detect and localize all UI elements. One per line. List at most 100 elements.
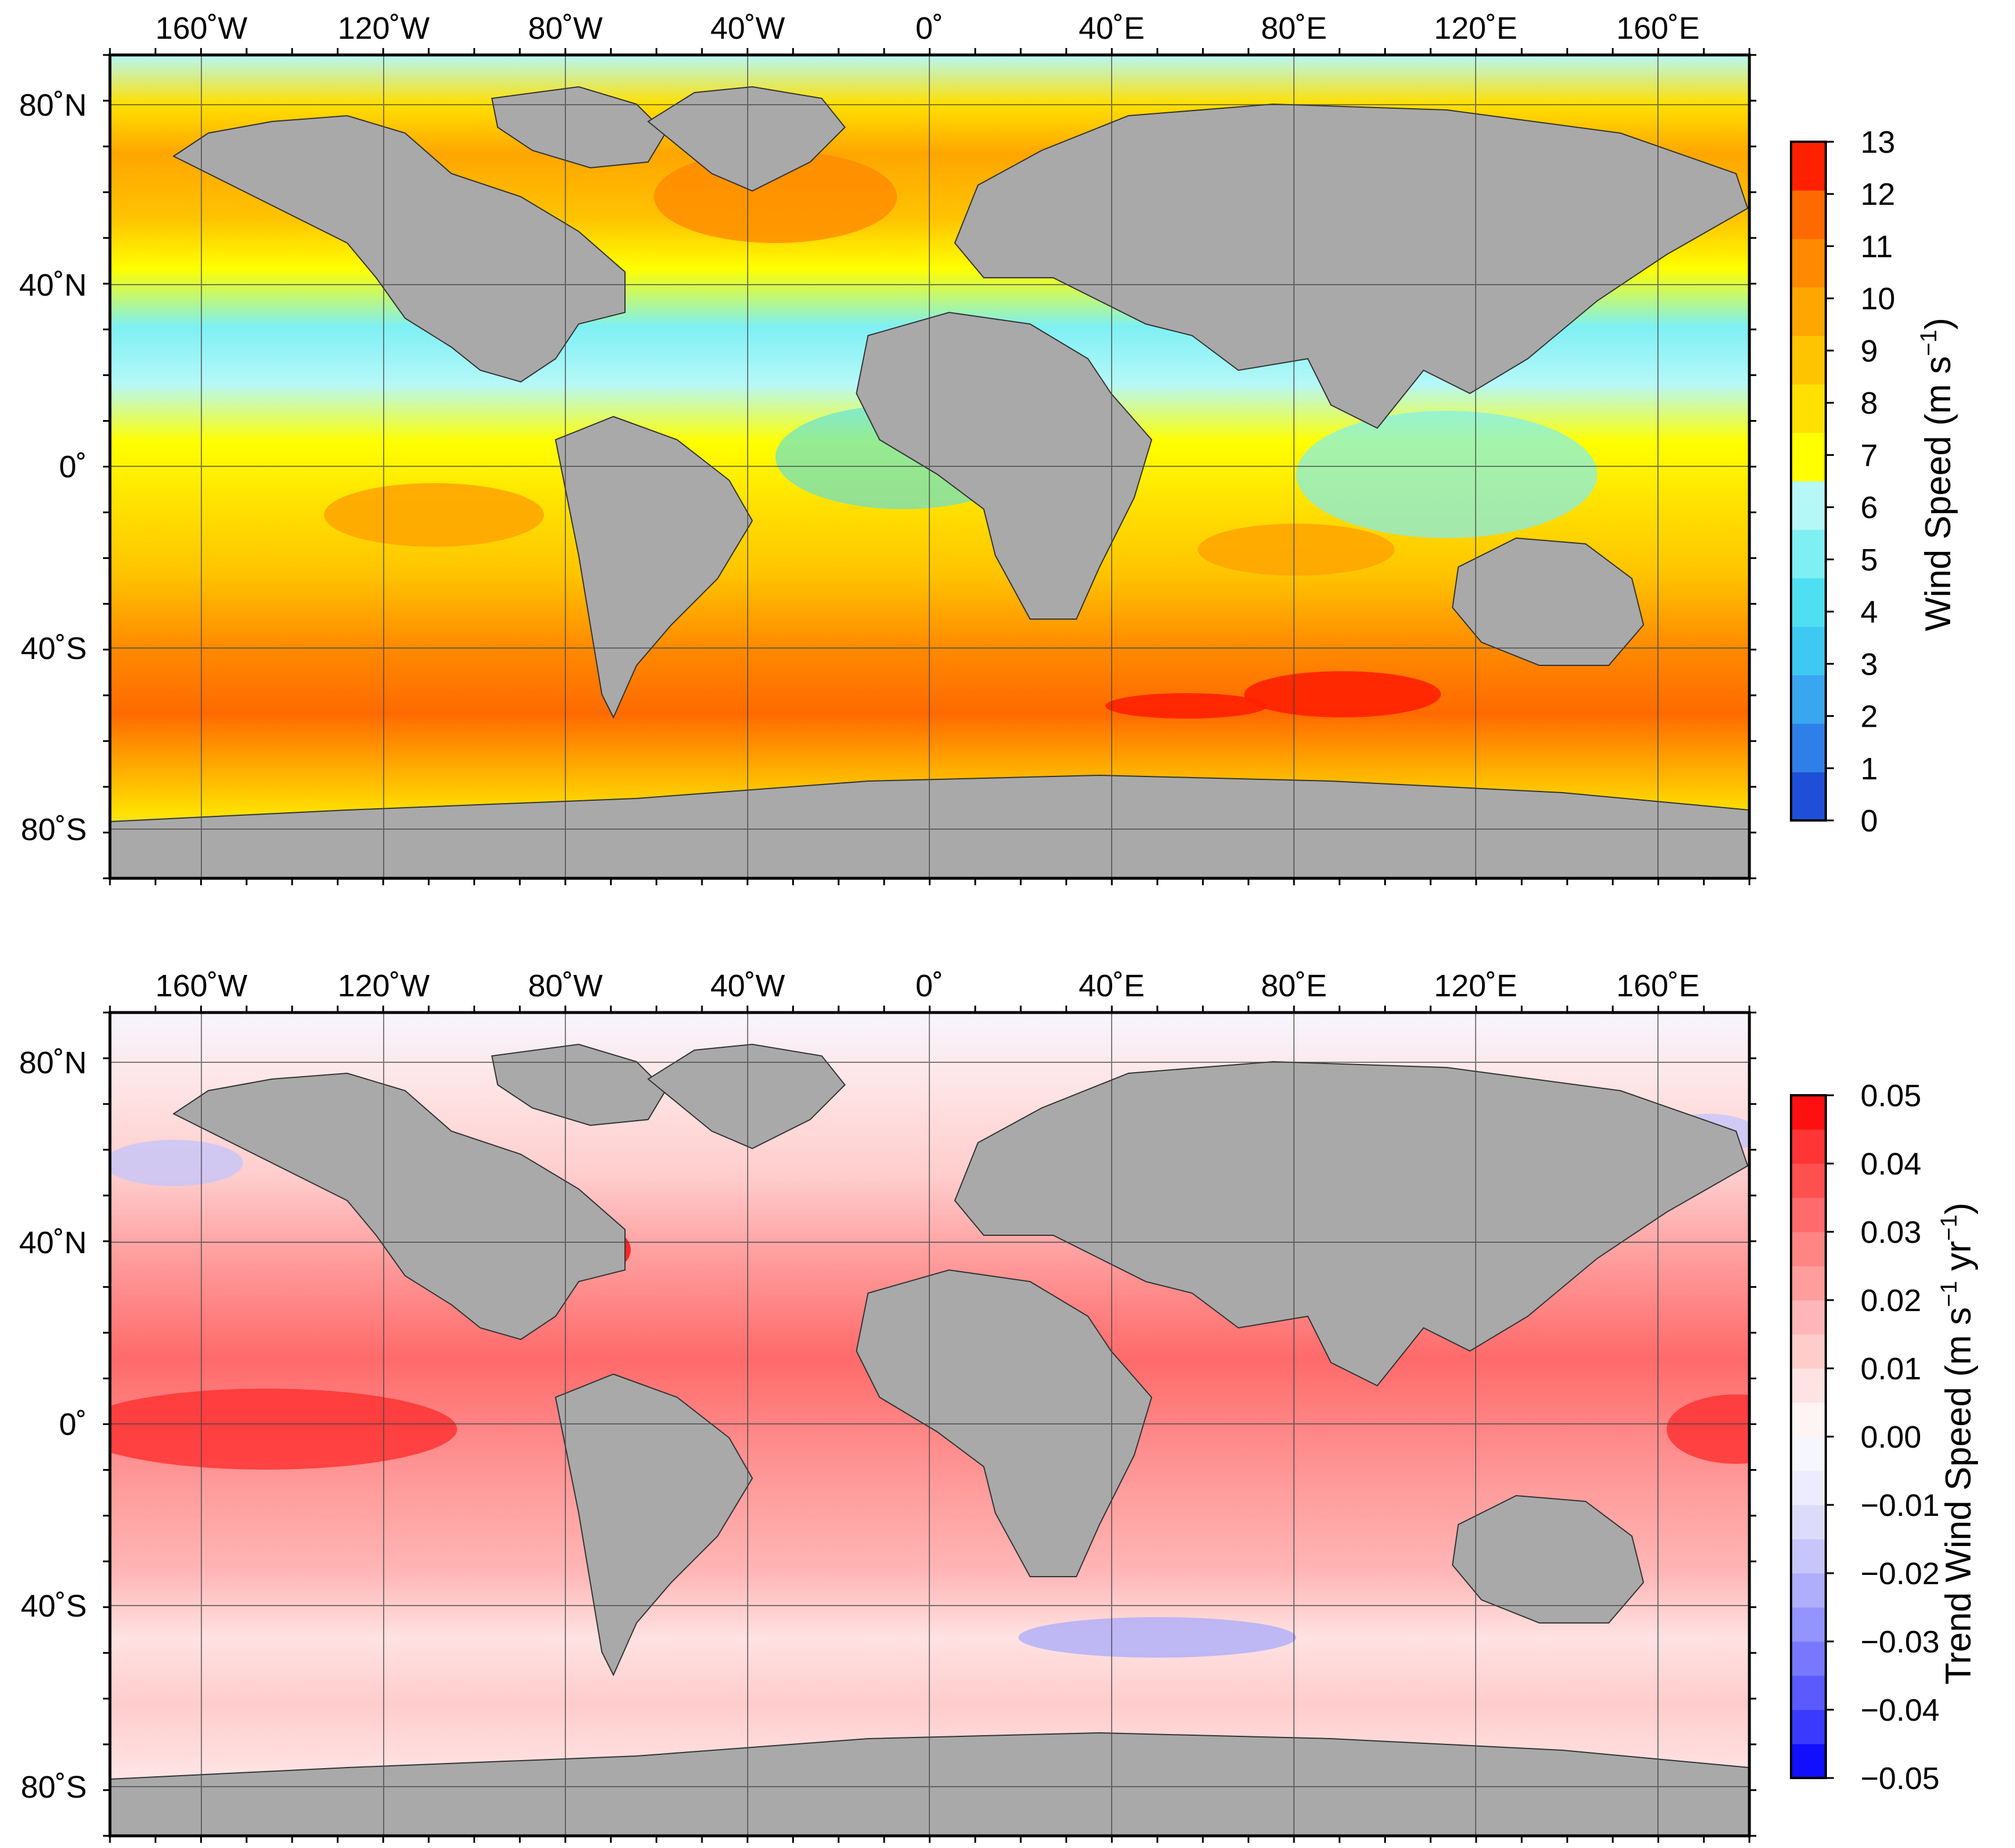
bottom-patch-southern-negative	[1018, 1617, 1296, 1658]
lon-tick-label: 40˚E	[1079, 11, 1145, 46]
bottom-colorbar: −0.05 −0.04 −0.03 −0.02 −0.01 0.00 0.01 0.02 0.0…	[1790, 1078, 1940, 1796]
lon-tick-label: 120˚W	[337, 969, 429, 1003]
colorbar-swatch	[1791, 481, 1826, 530]
colorbar-tick-label: −0.02	[1860, 1556, 1940, 1591]
colorbar-tick-label: 0.03	[1860, 1215, 1921, 1250]
colorbar-tick-label: 1	[1860, 752, 1878, 786]
bottom-patch-pacific-equator	[110, 1389, 457, 1470]
lat-tick-label: 80˚S	[21, 812, 87, 847]
colorbar-tick-label: 0.01	[1860, 1352, 1921, 1386]
lon-tick-label: 40˚W	[710, 969, 785, 1003]
colorbar-tick-label: 9	[1860, 334, 1878, 369]
colorbar-tick-label: 0.04	[1860, 1147, 1921, 1181]
colorbar-swatch	[1791, 1300, 1826, 1335]
lat-tick-label: 80˚N	[19, 1046, 87, 1080]
lon-tick-label: 120˚E	[1434, 969, 1517, 1003]
colorbar-swatch	[1791, 1164, 1826, 1198]
top-graticule	[110, 55, 1749, 878]
lon-tick-label: 80˚E	[1261, 11, 1327, 46]
colorbar-swatch	[1791, 432, 1826, 481]
colorbar-swatch	[1791, 1334, 1826, 1369]
colorbar-tick-label: 7	[1860, 438, 1878, 473]
lat-tick-label: 80˚S	[21, 1770, 87, 1805]
colorbar-tick-label: 0	[1860, 804, 1878, 838]
lon-tick-label: 40˚W	[710, 11, 785, 46]
lat-tick-label: 0˚	[59, 450, 87, 484]
lon-tick-label: 0˚	[915, 969, 943, 1003]
colorbar-swatch	[1791, 1402, 1826, 1437]
colorbar-tick-label: 10	[1860, 282, 1895, 316]
colorbar-swatch	[1791, 1095, 1826, 1130]
lon-tick-label: 160˚E	[1616, 969, 1700, 1003]
colorbar-tick-label: 6	[1860, 491, 1878, 525]
bottom-colorbar-title: Trend Wind Speed (m s−1 yr−1)	[1936, 1202, 1979, 1684]
lon-tick-label: 0˚	[915, 11, 943, 46]
colorbar-swatch	[1791, 1607, 1826, 1642]
bottom-land	[110, 1043, 1749, 1836]
lon-tick-label: 160˚W	[155, 11, 247, 46]
colorbar-swatch	[1791, 287, 1826, 336]
colorbar-swatch	[1791, 675, 1826, 724]
colorbar-swatch	[1791, 238, 1826, 288]
colorbar-swatch	[1791, 1573, 1826, 1608]
lon-tick-label: 80˚W	[528, 11, 602, 46]
colorbar-swatch	[1791, 1129, 1826, 1164]
colorbar-tick-label: 4	[1860, 595, 1878, 630]
colorbar-swatch	[1791, 1437, 1826, 1471]
colorbar-tick-label: −0.01	[1860, 1488, 1940, 1523]
colorbar-swatch	[1791, 1641, 1826, 1676]
lon-tick-label: 120˚W	[337, 11, 429, 46]
bottom-patch-west-pacific	[1667, 1394, 1749, 1464]
colorbar-swatch	[1791, 336, 1826, 385]
colorbar-swatch	[1791, 1266, 1826, 1301]
colorbar-tick-label: 8	[1860, 386, 1878, 421]
colorbar-tick-label: 13	[1860, 125, 1895, 160]
colorbar-swatch	[1791, 1676, 1826, 1710]
colorbar-tick-label: 11	[1860, 229, 1893, 264]
colorbar-swatch	[1791, 190, 1826, 240]
colorbar-tick-label: −0.03	[1860, 1625, 1940, 1659]
colorbar-swatch	[1791, 1505, 1826, 1540]
bottom-patch-north-pacific-negative	[110, 1140, 243, 1186]
colorbar-swatch	[1791, 772, 1826, 821]
lon-tick-label: 40˚E	[1079, 969, 1145, 1003]
lon-tick-label: 160˚W	[155, 969, 247, 1003]
colorbar-tick-label: 0.02	[1860, 1283, 1921, 1318]
top-map-panel: 160˚W 120˚W 80˚W 40˚W 0˚ 40˚E 80˚E 120˚E 160˚E 8…	[19, 11, 1756, 885]
bottom-graticule	[110, 1013, 1749, 1836]
lat-tick-label: 40˚S	[21, 631, 87, 666]
lat-tick-label: 40˚N	[19, 268, 87, 303]
colorbar-swatch	[1791, 723, 1826, 772]
lon-tick-label: 80˚E	[1261, 969, 1327, 1003]
colorbar-tick-label: 3	[1860, 647, 1878, 682]
lat-tick-label: 0˚	[59, 1407, 87, 1442]
lat-tick-label: 40˚S	[21, 1589, 87, 1624]
colorbar-tick-label: 5	[1860, 543, 1878, 577]
colorbar-frame	[1790, 141, 1827, 822]
colorbar-tick-label: 0.05	[1860, 1078, 1921, 1113]
colorbar-swatch	[1791, 1232, 1826, 1267]
lon-tick-label: 80˚W	[528, 969, 602, 1003]
top-patch-south-pacific-trades	[324, 483, 544, 547]
top-patch-southern-ocean-max	[1244, 671, 1441, 717]
colorbar-tick-label: 0.00	[1860, 1420, 1921, 1455]
top-patch-maritime-continent	[1296, 411, 1597, 538]
top-colorbar-title: Wind Speed (m s−1)	[1916, 318, 1958, 631]
colorbar-swatch	[1791, 1198, 1826, 1232]
colorbar-tick-label: −0.04	[1860, 1693, 1940, 1728]
colorbar-swatch	[1791, 1471, 1826, 1505]
lat-tick-label: 40˚N	[19, 1225, 87, 1260]
colorbar-swatch	[1791, 1744, 1826, 1779]
colorbar-swatch	[1791, 1539, 1826, 1574]
colorbar-swatch	[1791, 626, 1826, 676]
top-patch-southern-ocean-max-2	[1105, 693, 1267, 719]
lon-tick-label: 120˚E	[1434, 11, 1517, 46]
lon-tick-label: 160˚E	[1616, 11, 1700, 46]
colorbar-swatch	[1791, 1710, 1826, 1744]
lat-tick-label: 80˚N	[19, 88, 87, 123]
colorbar-swatch	[1791, 142, 1826, 191]
colorbar-swatch	[1791, 578, 1826, 627]
top-patch-indian-trades	[1198, 524, 1395, 576]
